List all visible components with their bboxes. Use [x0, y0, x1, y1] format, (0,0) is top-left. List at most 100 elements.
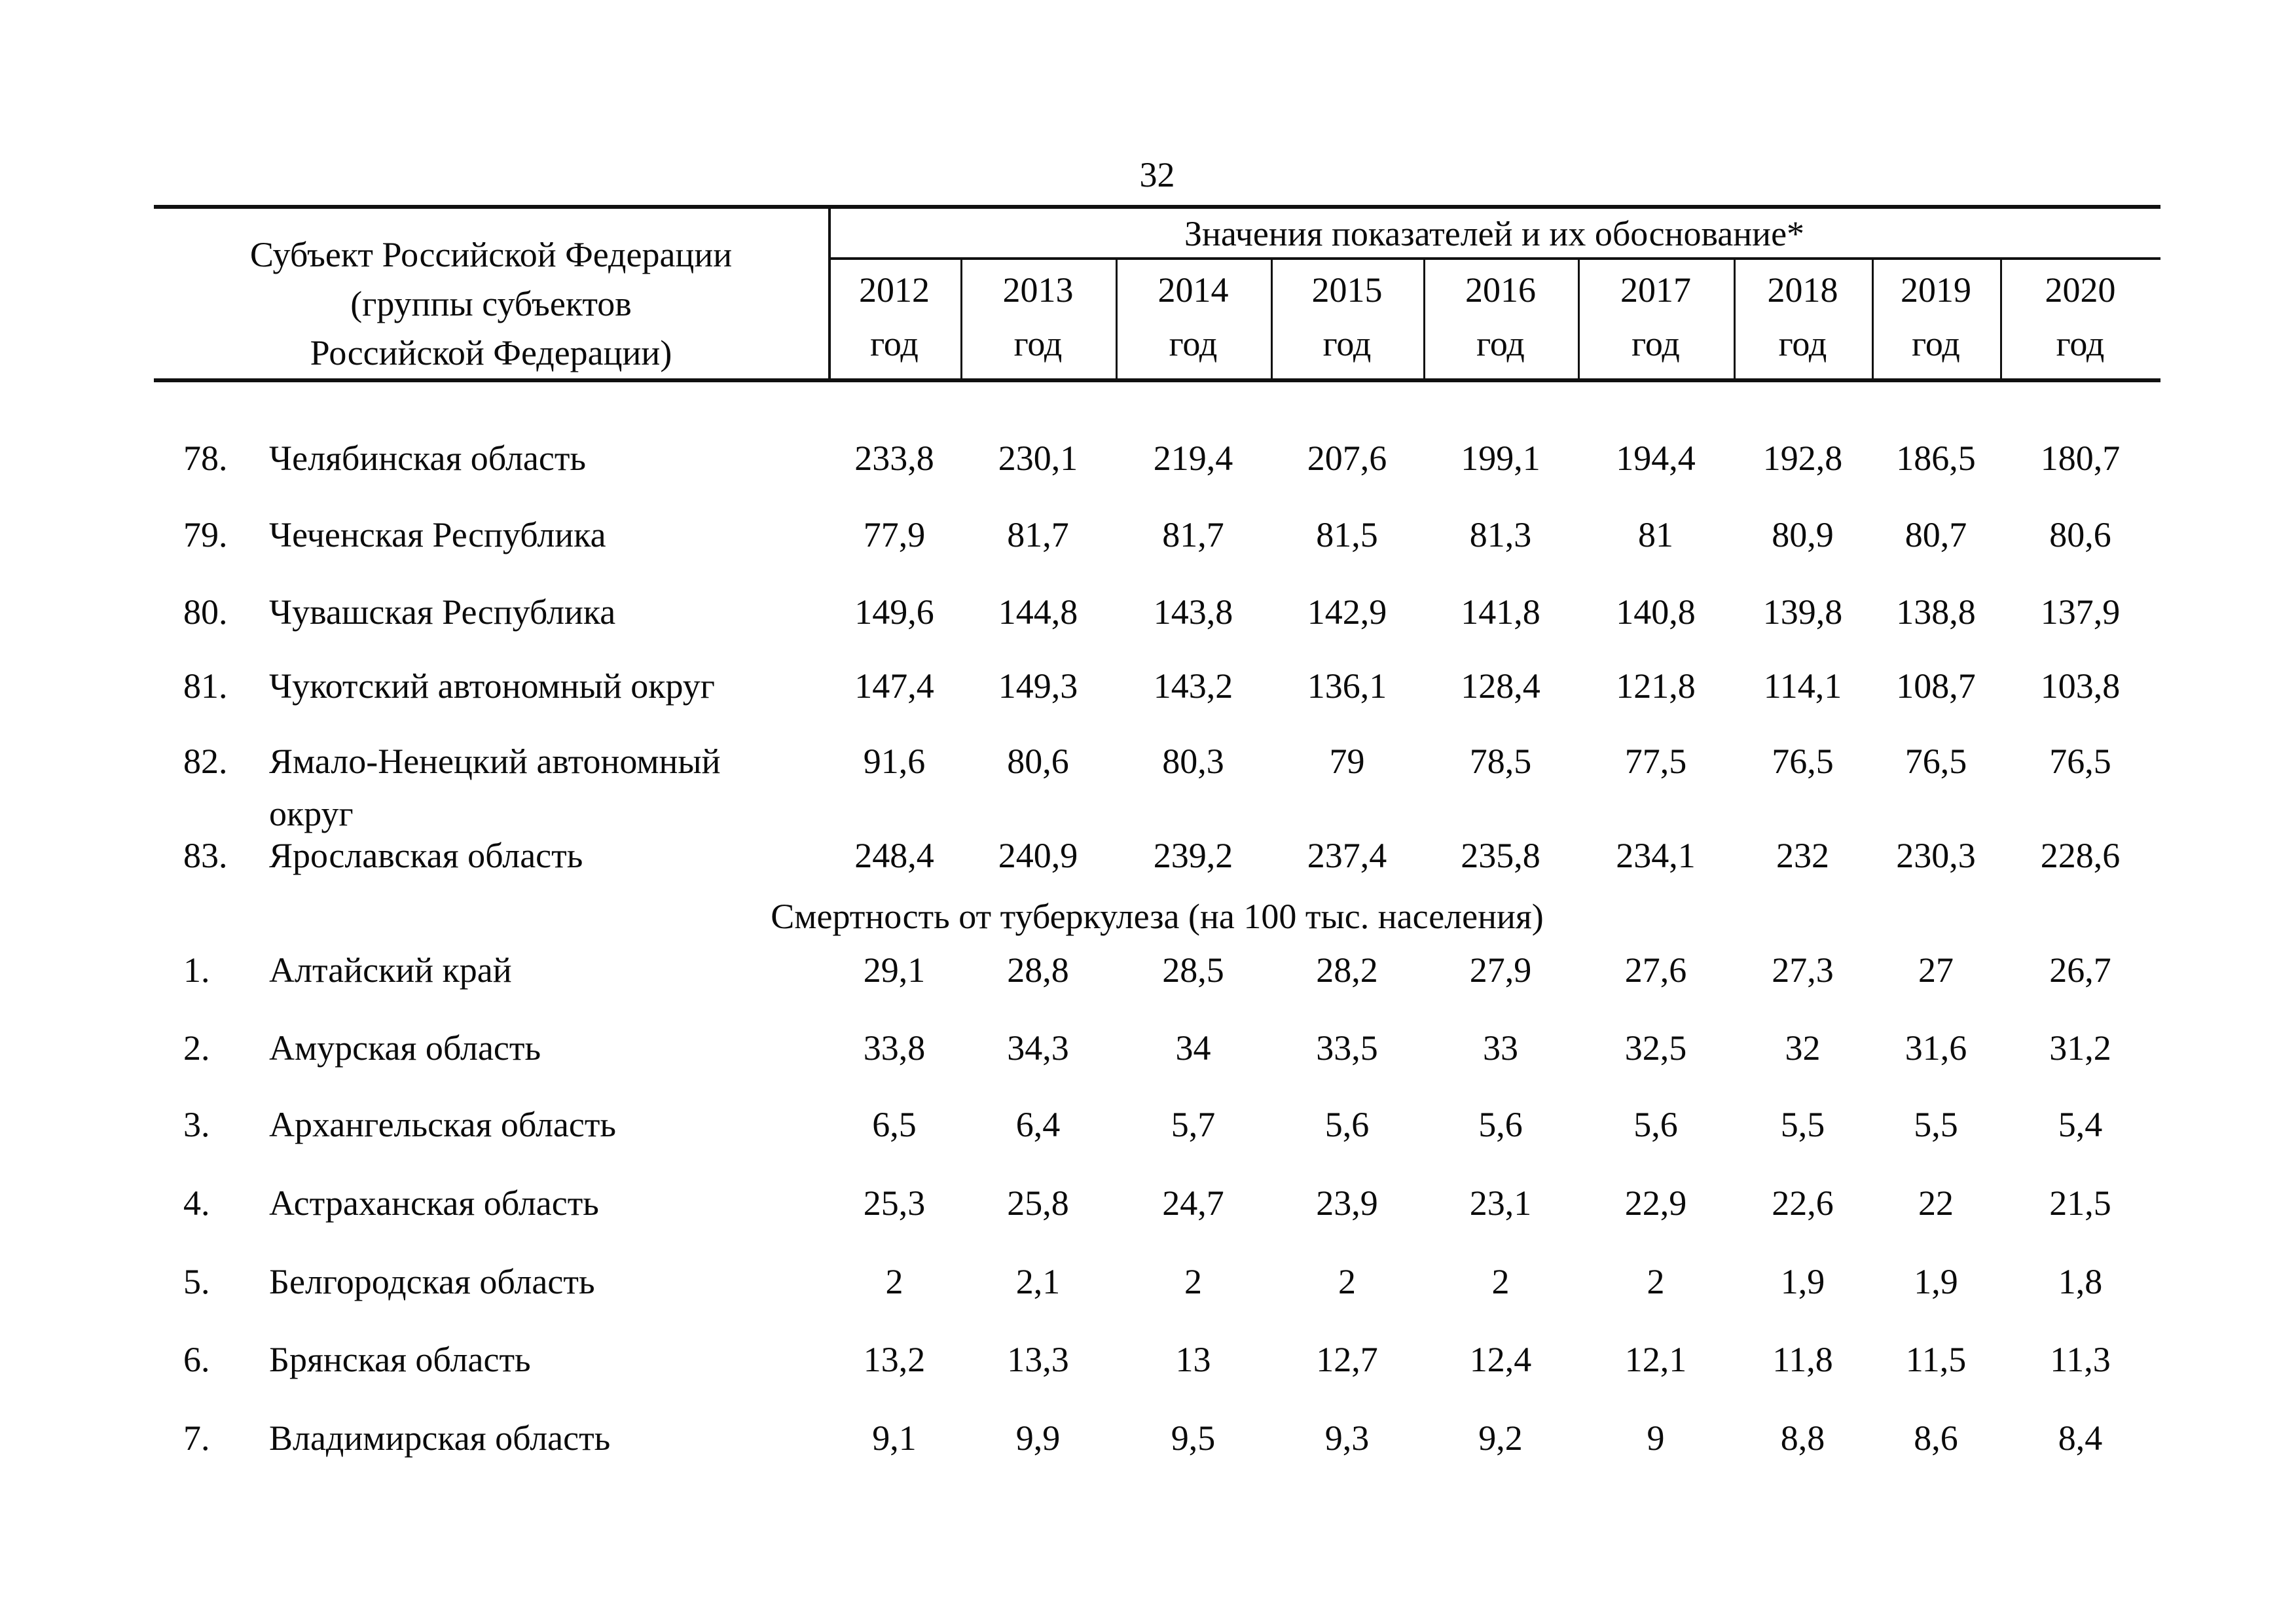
region-name: Чувашская Республика — [269, 592, 616, 632]
value-2012: 6,5 — [872, 1105, 917, 1144]
region-name: Алтайский край — [269, 950, 512, 990]
region-name: Астраханская область — [269, 1183, 599, 1223]
value-2016: 9,2 — [1478, 1418, 1523, 1458]
value-2012: 2 — [885, 1262, 903, 1301]
value-2016: 5,6 — [1478, 1105, 1523, 1144]
value-2013: 144,8 — [998, 592, 1078, 632]
value-2015: 207,6 — [1307, 439, 1387, 478]
value-2018: 32 — [1785, 1028, 1821, 1068]
row-number: 82. — [183, 742, 228, 781]
value-2012: 91,6 — [863, 742, 926, 781]
value-2012: 9,1 — [872, 1418, 917, 1458]
region-name: Чеченская Республика — [269, 515, 606, 554]
column-header-values: Значения показателей и их обоснование* — [1184, 214, 1805, 253]
value-2012: 248,4 — [854, 836, 934, 875]
row-number: 1. — [183, 950, 210, 990]
value-2014: 34 — [1175, 1028, 1211, 1068]
value-2020: 76,5 — [2049, 742, 2111, 781]
value-2012: 77,9 — [863, 515, 926, 554]
value-2019: 27 — [1918, 950, 1954, 990]
year-header-2012: 2012 год — [859, 270, 930, 363]
row-number: 79. — [183, 515, 228, 554]
value-2020: 21,5 — [2049, 1183, 2111, 1223]
value-2019: 138,8 — [1896, 592, 1976, 632]
region-name: Ямало-Ненецкий автономный округ — [269, 742, 721, 833]
value-2019: 76,5 — [1904, 742, 1967, 781]
year-column-divider — [1116, 257, 1118, 382]
value-2016: 78,5 — [1469, 742, 1532, 781]
value-2020: 103,8 — [2040, 666, 2121, 706]
table-top-border — [154, 205, 2160, 209]
value-2018: 5,5 — [1780, 1105, 1825, 1144]
year-column-divider — [2000, 257, 2002, 382]
page-number: 32 — [1139, 155, 1175, 194]
value-2020: 228,6 — [2040, 836, 2121, 875]
value-2015: 5,6 — [1324, 1105, 1370, 1144]
value-2014: 13 — [1175, 1340, 1211, 1379]
row-number: 78. — [183, 439, 228, 478]
value-2012: 147,4 — [854, 666, 934, 706]
value-2012: 29,1 — [863, 950, 926, 990]
value-2018: 27,3 — [1772, 950, 1834, 990]
year-header-2018: 2018 год — [1767, 270, 1838, 363]
region-name: Белгородская область — [269, 1262, 595, 1301]
value-2014: 28,5 — [1162, 950, 1224, 990]
value-2016: 81,3 — [1469, 515, 1532, 554]
value-2013: 25,8 — [1007, 1183, 1069, 1223]
value-2014: 143,8 — [1153, 592, 1233, 632]
value-2020: 1,8 — [2058, 1262, 2103, 1301]
value-2015: 79 — [1329, 742, 1365, 781]
year-header-2017: 2017 год — [1620, 270, 1691, 363]
value-2013: 9,9 — [1015, 1418, 1061, 1458]
region-name: Амурская область — [269, 1028, 541, 1068]
value-2012: 149,6 — [854, 592, 934, 632]
value-2018: 8,8 — [1780, 1418, 1825, 1458]
value-2017: 27,6 — [1624, 950, 1687, 990]
table-header-bottom-border — [154, 378, 2160, 382]
value-2015: 33,5 — [1316, 1028, 1378, 1068]
value-2016: 27,9 — [1469, 950, 1532, 990]
value-2019: 230,3 — [1896, 836, 1976, 875]
value-2014: 143,2 — [1153, 666, 1233, 706]
value-2017: 140,8 — [1616, 592, 1696, 632]
value-2013: 2,1 — [1015, 1262, 1061, 1301]
value-2018: 1,9 — [1780, 1262, 1825, 1301]
value-2015: 9,3 — [1324, 1418, 1370, 1458]
value-2017: 32,5 — [1624, 1028, 1687, 1068]
value-2018: 139,8 — [1762, 592, 1843, 632]
value-2019: 1,9 — [1914, 1262, 1958, 1301]
year-column-divider — [1423, 257, 1425, 382]
year-column-divider — [1872, 257, 1874, 382]
value-2019: 22 — [1918, 1183, 1954, 1223]
value-2014: 24,7 — [1162, 1183, 1224, 1223]
value-2017: 194,4 — [1616, 439, 1696, 478]
value-2019: 108,7 — [1896, 666, 1976, 706]
region-name: Владимирская область — [269, 1418, 611, 1458]
value-2018: 192,8 — [1762, 439, 1843, 478]
value-2017: 2 — [1647, 1262, 1665, 1301]
value-2017: 5,6 — [1633, 1105, 1678, 1144]
year-header-2014: 2014 год — [1157, 270, 1229, 363]
year-header-2019: 2019 год — [1901, 270, 1971, 363]
value-2014: 81,7 — [1162, 515, 1224, 554]
year-column-divider — [1578, 257, 1580, 382]
value-2014: 2 — [1184, 1262, 1202, 1301]
value-2013: 28,8 — [1007, 950, 1069, 990]
row-number: 80. — [183, 592, 228, 632]
row-number: 4. — [183, 1183, 210, 1223]
value-2017: 77,5 — [1624, 742, 1687, 781]
region-name: Чукотский автономный округ — [269, 666, 715, 706]
value-2015: 81,5 — [1316, 515, 1378, 554]
row-number: 2. — [183, 1028, 210, 1068]
region-name: Архангельская область — [269, 1105, 617, 1144]
year-header-2020: 2020 год — [2045, 270, 2116, 363]
value-2013: 6,4 — [1015, 1105, 1061, 1144]
region-name: Брянская область — [269, 1340, 531, 1379]
value-2014: 9,5 — [1171, 1418, 1216, 1458]
value-2016: 12,4 — [1469, 1340, 1532, 1379]
value-2014: 219,4 — [1153, 439, 1233, 478]
value-2017: 22,9 — [1624, 1183, 1687, 1223]
value-2013: 81,7 — [1007, 515, 1069, 554]
value-2019: 80,7 — [1904, 515, 1967, 554]
value-2020: 31,2 — [2049, 1028, 2111, 1068]
